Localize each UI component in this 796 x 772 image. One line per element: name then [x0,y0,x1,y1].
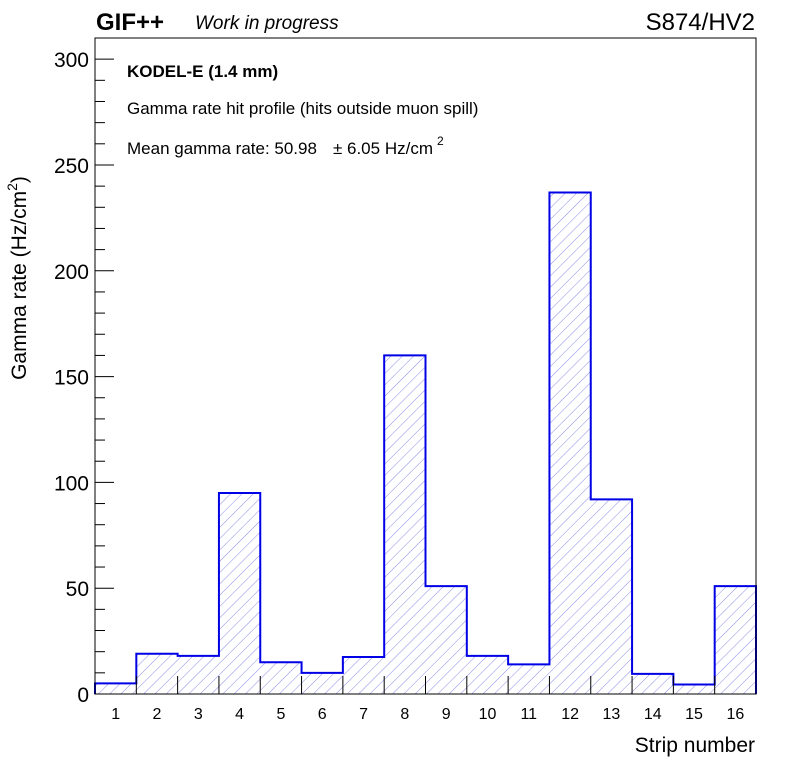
x-tick-label-8: 8 [400,706,409,723]
histogram-outline [94,191,757,694]
bar-fill-strip-4 [218,492,261,694]
x-tick-label-13: 13 [603,706,621,723]
x-tick-label-6: 6 [318,706,327,723]
x-tick-label-9: 9 [442,706,451,723]
bar-fill-strip-1 [95,683,137,694]
x-tick-label-3: 3 [194,706,203,723]
bar-fill-strip-16 [714,586,756,694]
y-axis-title: Gamma rate (Hz/cm2) [4,176,31,380]
y-tick-label-250: 250 [54,155,89,178]
bar-fill-strip-11 [508,664,550,694]
x-tick-label-11: 11 [520,706,537,723]
bar-fill-strip-15 [673,684,715,694]
profile-label: Gamma rate hit profile (hits outside muo… [127,99,478,118]
x-tick-label-7: 7 [359,706,368,723]
y-tick-label-50: 50 [66,578,89,601]
bar-fill-strip-2 [136,653,178,694]
bar-fill-strip-14 [632,673,674,694]
y-ticks-layer: 0 50 100 150 200 250 300 [54,49,114,707]
x-tick-label-15: 15 [685,706,703,723]
bar-fill-strip-10 [466,655,509,694]
run-label: S874/HV2 [646,9,755,36]
chamber-label: KODEL-E (1.4 mm) [127,62,278,81]
x-tick-label-5: 5 [276,706,285,723]
bar-fill-strip-6 [301,672,343,694]
x-tick-label-4: 4 [235,706,244,723]
x-tick-label-2: 2 [153,706,162,723]
x-tick-label-10: 10 [479,706,497,723]
bar-fill-strip-12 [549,192,591,694]
x-tick-label-16: 16 [726,706,744,723]
x-tick-label-12: 12 [561,706,579,723]
bar-fill-strip-8 [384,355,426,694]
y-tick-label-0: 0 [77,684,89,707]
y-tick-label-100: 100 [54,472,89,495]
bar-fill-strip-13 [590,499,633,694]
y-tick-label-300: 300 [54,49,89,72]
y-tick-label-200: 200 [54,261,89,284]
x-tick-label-14: 14 [644,706,662,723]
y-tick-label-150: 150 [54,367,89,390]
x-axis-title: Strip number [635,734,755,757]
bars-layer [94,191,757,694]
status-label: Work in progress [195,13,339,34]
plot-frame [94,37,757,695]
x-tick-label-1: 1 [111,706,120,723]
bar-fill-strip-5 [260,662,302,694]
bar-fill-strip-9 [425,586,467,694]
experiment-label: GIF++ [96,9,164,36]
mean-rate-label: Mean gamma rate: 50.98 ± 6.05 Hz/cm 2 [127,134,444,158]
bar-fill-strip-7 [342,656,385,694]
x-ticks-layer: 1 2 3 4 5 6 7 8 9 10 11 12 13 14 15 16 [94,676,757,723]
bar-fill-strip-3 [177,655,219,694]
